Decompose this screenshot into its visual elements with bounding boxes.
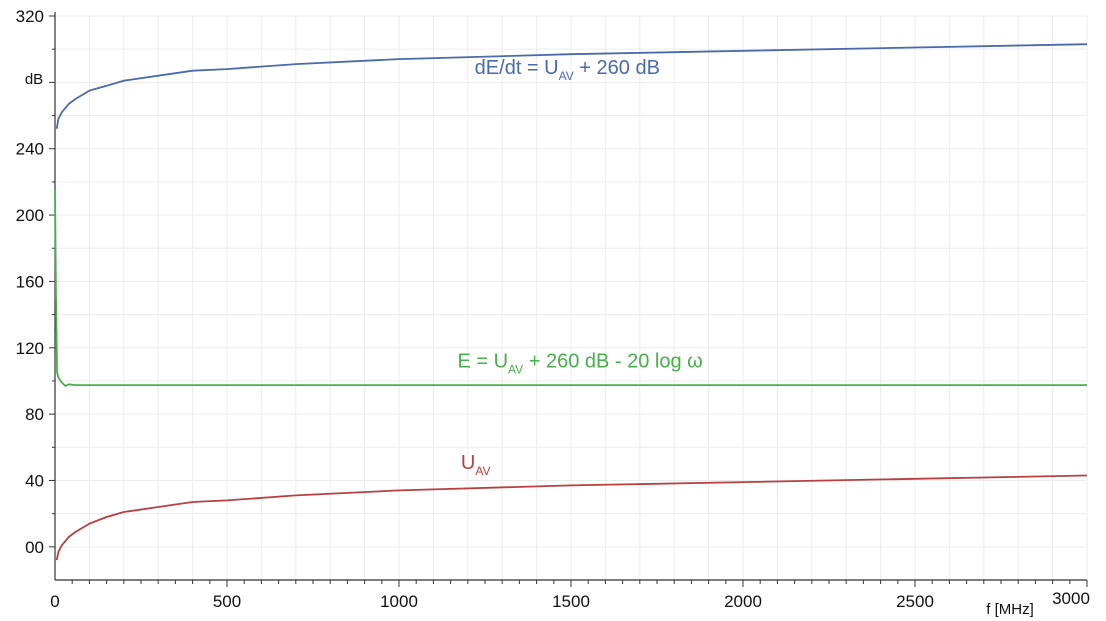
- x-tick-label: 2500: [896, 592, 934, 611]
- x-tick-label: 0: [50, 592, 59, 611]
- x-tick-label: 2000: [724, 592, 762, 611]
- y-tick-label: 120: [16, 339, 44, 358]
- y-tick-label: 200: [16, 206, 44, 225]
- series-line-2: [55, 474, 1088, 561]
- x-tick-label: 3000: [1052, 589, 1090, 608]
- series-line-1: [54, 190, 1087, 387]
- y-tick-label: 240: [16, 140, 44, 159]
- x-tick-label: 1500: [552, 592, 590, 611]
- axes: [49, 12, 1088, 587]
- grid-lines: [55, 15, 1088, 580]
- x-tick-label: 500: [213, 592, 241, 611]
- y-tick-label: 80: [25, 405, 44, 424]
- x-tick-label: 1000: [380, 592, 418, 611]
- y-tick-label: 00: [25, 538, 44, 557]
- series-line-0: [55, 43, 1088, 129]
- series-label-2: UAV: [461, 452, 491, 478]
- tick-labels: 0 500 1000 1500 2000 2500 3000 00 40 80 120 160 200 2…: [16, 7, 1090, 611]
- series-label-1: E = UAV + 260 dB - 20 log ω: [457, 351, 702, 377]
- y-tick-label: 160: [16, 272, 44, 291]
- y-tick-label: 320: [16, 7, 44, 26]
- y-axis-label: dB: [25, 71, 43, 88]
- x-axis-label: f [MHz]: [986, 601, 1034, 618]
- series-label-0: dE/dt = UAV + 260 dB: [475, 57, 660, 83]
- y-tick-label: 40: [25, 471, 44, 490]
- series-group: dE/dt = UAV + 260 dB E = UAV + 260 dB - 2…: [54, 43, 1088, 561]
